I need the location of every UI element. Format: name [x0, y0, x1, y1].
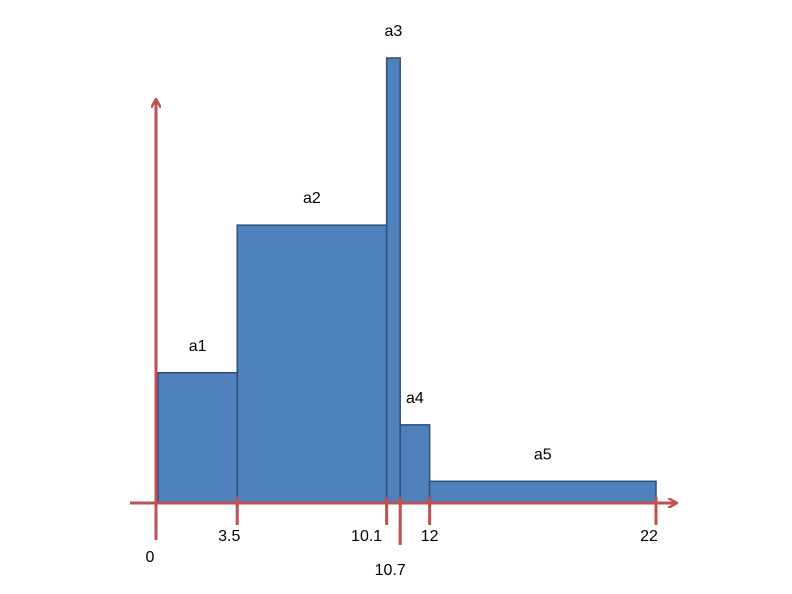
bar-label-a2: a2 — [303, 190, 321, 207]
bars-group — [157, 57, 657, 504]
bar-a2 — [236, 224, 388, 504]
tick-label-0: 0 — [146, 549, 155, 566]
bar-labels-group: a1 a2 a3 a4 a5 — [189, 23, 552, 463]
bar-label-a3: a3 — [385, 23, 403, 40]
tick-label-12: 12 — [421, 528, 439, 545]
axes-group — [130, 100, 676, 545]
bar-a1 — [157, 372, 238, 504]
tick-labels-group: 0 3.5 10.1 10.7 12 22 — [146, 528, 658, 579]
tick-label-10.1: 10.1 — [351, 528, 382, 545]
bar-label-a1: a1 — [189, 338, 207, 355]
tick-label-3.5: 3.5 — [218, 528, 240, 545]
tick-label-22: 22 — [640, 528, 658, 545]
bar-a3 — [385, 57, 401, 504]
tick-label-10.7: 10.7 — [375, 562, 406, 579]
bar-a4 — [399, 424, 431, 504]
bar-a5 — [428, 480, 657, 504]
bar-label-a5: a5 — [534, 446, 552, 463]
bar-label-a4: a4 — [406, 390, 424, 407]
